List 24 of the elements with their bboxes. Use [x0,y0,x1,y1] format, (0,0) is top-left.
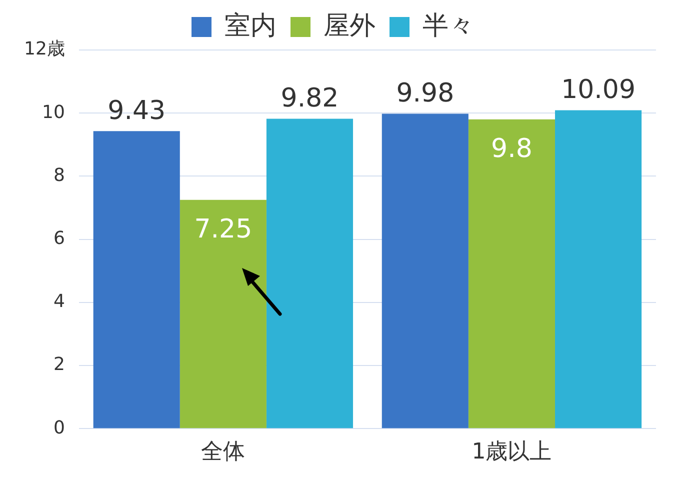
data-label: 9.8 [491,134,532,164]
y-tick-label: 10 [42,102,65,123]
y-tick-label: 6 [53,228,65,249]
bar [382,114,468,428]
bar [180,200,266,428]
data-label: 9.43 [108,96,166,126]
y-tick-label: 12歳 [24,38,65,60]
x-tick-label: 全体 [201,440,246,465]
legend-label: 室内 [224,10,276,41]
y-tick-label: 2 [53,354,65,376]
bar [468,119,556,428]
x-tick-label: 1歳以上 [472,440,552,465]
data-label: 9.98 [396,78,454,108]
bar [266,118,354,428]
data-label: 7.25 [194,214,252,245]
data-label: 9.82 [280,84,339,114]
data-label: 10.09 [561,75,636,106]
legend-label: 屋外 [324,10,376,41]
legend-label: 半々 [422,10,474,41]
y-tick-label: 4 [53,291,65,312]
bar [555,110,642,428]
y-tick-label: 0 [53,417,65,438]
bar [93,131,180,428]
y-tick-label: 8 [53,164,65,186]
